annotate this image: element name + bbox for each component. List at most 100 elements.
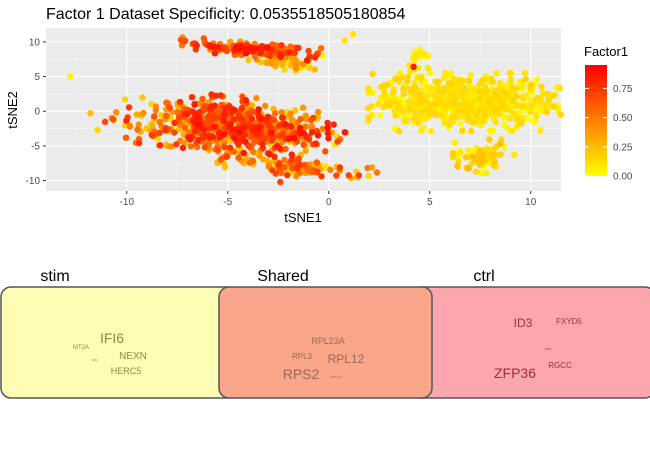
- data-point: [230, 148, 238, 155]
- legend-tick-label: 0.75: [613, 84, 633, 95]
- data-point: [411, 83, 418, 91]
- data-point: [446, 80, 453, 87]
- data-point: [312, 54, 319, 61]
- data-point: [238, 105, 245, 112]
- data-point: [294, 165, 301, 172]
- data-point: [435, 78, 442, 85]
- data-point: [278, 109, 285, 116]
- data-point: [206, 112, 213, 120]
- data-point: [226, 144, 234, 151]
- data-point: [171, 119, 178, 127]
- data-point: [264, 113, 272, 121]
- data-point: [275, 161, 282, 168]
- data-point: [295, 155, 302, 163]
- data-point: [459, 90, 466, 97]
- data-point: [248, 115, 256, 122]
- data-point: [253, 94, 260, 102]
- data-point: [489, 152, 496, 160]
- data-point: [394, 104, 402, 111]
- data-point: [537, 127, 544, 134]
- data-point: [268, 137, 276, 144]
- ctrl-word: FXYD5: [556, 317, 582, 326]
- data-point: [422, 96, 429, 104]
- x-tick-label: -10: [120, 197, 135, 208]
- shared-word: RPL12: [328, 352, 365, 366]
- stim-word: IFI6: [100, 330, 124, 346]
- stim-word: HERC5: [111, 366, 142, 376]
- data-point: [508, 128, 515, 135]
- data-point: [376, 112, 384, 119]
- data-point: [314, 168, 321, 175]
- data-point: [324, 119, 331, 127]
- data-point: [175, 114, 183, 121]
- data-point: [381, 82, 388, 89]
- data-point: [231, 134, 238, 141]
- data-point: [506, 70, 513, 77]
- data-point: [534, 94, 541, 102]
- ctrl-word: RGCC: [548, 361, 572, 370]
- data-point: [271, 153, 278, 160]
- data-point: [101, 118, 109, 126]
- data-point: [465, 77, 473, 84]
- x-tick-label: 0: [326, 197, 332, 208]
- data-point: [136, 139, 143, 147]
- data-point: [281, 121, 289, 128]
- data-point: [287, 43, 294, 50]
- data-point: [171, 129, 178, 136]
- data-point: [285, 49, 293, 56]
- data-point: [527, 108, 534, 116]
- data-point: [432, 111, 439, 119]
- shared-word: RPL13A: [330, 375, 341, 379]
- axes: -10 -5 0 5 10 -10 -5 0 5 10: [26, 37, 537, 208]
- data-point: [296, 124, 304, 132]
- data-point: [438, 112, 445, 119]
- data-point: [297, 129, 305, 137]
- data-point: [457, 149, 464, 156]
- data-point: [135, 121, 142, 128]
- data-point: [425, 91, 432, 98]
- data-point: [400, 85, 407, 93]
- legend-tick-label: 0.50: [613, 113, 633, 124]
- data-point: [426, 70, 434, 77]
- shared-word: RPS2: [283, 366, 320, 382]
- data-point: [421, 50, 428, 58]
- data-point: [457, 106, 464, 113]
- ctrl-label: ctrl: [473, 268, 494, 285]
- data-point: [94, 126, 101, 134]
- data-point: [418, 79, 426, 87]
- data-point: [110, 116, 117, 123]
- data-point: [230, 116, 238, 123]
- data-point: [253, 130, 261, 138]
- data-point: [217, 92, 224, 99]
- data-point: [543, 108, 550, 116]
- data-point: [415, 100, 422, 107]
- data-point: [507, 76, 515, 83]
- data-point: [418, 108, 426, 115]
- data-point: [125, 104, 133, 111]
- data-point: [410, 115, 417, 122]
- data-point: [411, 108, 418, 116]
- data-point: [151, 113, 158, 120]
- data-point: [305, 47, 312, 55]
- data-point: [230, 106, 237, 113]
- data-point: [123, 117, 130, 124]
- legend-colorbar: [585, 65, 607, 176]
- data-point: [489, 78, 496, 86]
- data-point: [369, 70, 376, 78]
- data-point: [278, 42, 285, 49]
- data-point: [426, 103, 433, 111]
- data-point: [256, 152, 263, 160]
- data-point: [528, 82, 535, 89]
- data-point: [365, 172, 372, 180]
- data-point: [279, 130, 286, 138]
- data-point: [418, 127, 425, 134]
- data-point: [240, 149, 247, 157]
- data-point: [325, 135, 332, 142]
- data-point: [317, 45, 325, 52]
- data-point: [500, 88, 507, 95]
- data-point: [491, 158, 498, 165]
- data-point: [478, 169, 485, 177]
- data-point: [465, 165, 472, 172]
- data-point: [288, 151, 295, 158]
- data-point: [217, 156, 224, 163]
